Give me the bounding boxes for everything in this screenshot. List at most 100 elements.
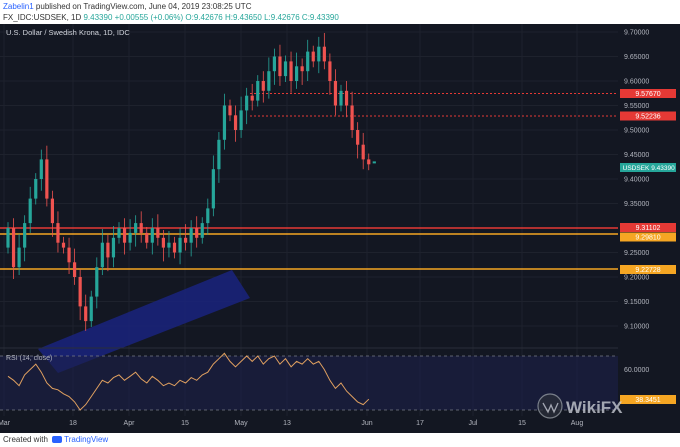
candle-body xyxy=(189,228,193,243)
candle-body xyxy=(211,169,215,209)
time-tick: Aug xyxy=(571,420,584,427)
price-label-952236: 9.52236 xyxy=(635,114,660,121)
candle-body xyxy=(239,110,243,130)
candle-body xyxy=(39,159,43,179)
candle-body xyxy=(161,237,165,248)
candle-body xyxy=(289,61,293,81)
ohlc-values: O:9.42676 H:9.43650 L:9.42676 C:9.43390 xyxy=(185,13,339,22)
candle-body xyxy=(367,159,371,165)
symbol-tag: USDSEK xyxy=(623,165,650,172)
symbol-line: FX_IDC:USDSEK, 1D 9.43390 +0.00555 (+0.0… xyxy=(3,13,339,22)
price-tick: 9.55000 xyxy=(624,103,649,110)
symbol-price: 9.43390 xyxy=(651,165,675,172)
candle-body xyxy=(311,51,315,62)
price-label-952236-bg xyxy=(620,111,676,121)
price-tick: 9.40000 xyxy=(624,177,649,184)
candle-body xyxy=(306,51,310,72)
price-tick: 9.70000 xyxy=(624,30,649,37)
candle-body xyxy=(67,247,71,263)
candle-body xyxy=(84,306,88,322)
candle-body xyxy=(139,223,143,233)
price-tick: 9.25000 xyxy=(624,250,649,257)
candle-body xyxy=(178,237,182,253)
candle-body xyxy=(245,95,249,111)
price-tick: 9.50000 xyxy=(624,128,649,135)
candle-body xyxy=(283,61,288,77)
candle-body xyxy=(6,228,10,248)
candle-body xyxy=(361,144,365,160)
candle-body xyxy=(278,56,282,77)
candle-body-last xyxy=(372,161,376,164)
candle-body xyxy=(272,56,276,72)
candles xyxy=(6,32,376,331)
candle-body xyxy=(184,237,188,243)
candle-body xyxy=(150,228,154,243)
candle-body xyxy=(217,139,221,170)
candle-body xyxy=(295,66,299,81)
candle-body xyxy=(222,105,227,140)
candle-body xyxy=(195,228,199,238)
price-change: +0.00555 (+0.06%) xyxy=(114,13,184,22)
time-tick: Mar xyxy=(0,420,11,427)
tradingview-link[interactable]: TradingView xyxy=(64,435,109,444)
candle-body xyxy=(300,66,304,72)
grid-lines xyxy=(0,24,618,416)
watermark-w-icon xyxy=(542,402,559,414)
candle-body xyxy=(206,208,210,224)
candle-body xyxy=(11,228,16,268)
candle-body xyxy=(317,46,321,62)
created-with: Created with TradingView xyxy=(3,435,108,444)
watermark: WikiFX xyxy=(537,393,623,419)
candle-body xyxy=(200,223,204,238)
price-tick: 9.65000 xyxy=(624,54,649,61)
rsi-tick-60: 60.0000 xyxy=(624,367,649,374)
candle-body xyxy=(73,262,77,277)
last-price: 9.43390 xyxy=(83,13,113,22)
candle-body xyxy=(78,277,82,307)
candle-body xyxy=(134,223,138,233)
watermark-text: WikiFX xyxy=(566,398,623,417)
created-with-label: Created with xyxy=(3,435,48,444)
channel-band xyxy=(38,270,250,373)
price-label-922728-bg xyxy=(620,265,676,274)
candle-body xyxy=(333,81,338,106)
time-tick: 13 xyxy=(283,420,291,427)
candle-body xyxy=(56,223,60,243)
price-label-957670: 9.57670 xyxy=(635,91,660,98)
candle-body xyxy=(145,232,149,243)
price-label-931102: 9.31102 xyxy=(636,225,661,232)
publish-text: published on TradingView.com, June 04, 2… xyxy=(35,2,252,11)
candle-body xyxy=(17,247,21,268)
candle-body xyxy=(267,71,271,91)
candle-body xyxy=(228,105,232,116)
price-label-929810: 9.29810 xyxy=(635,235,660,242)
chart-title: U.S. Dollar / Swedish Krona, 1D, IDC xyxy=(6,28,130,37)
candle-body xyxy=(344,90,349,106)
candle-body xyxy=(250,95,254,101)
chart-canvas[interactable]: RSI (14, close) 9.70000 9.65000 9.60000 9.5… xyxy=(0,24,680,433)
price-label-957670-bg xyxy=(620,89,676,98)
candle-body xyxy=(167,242,171,248)
candle-body xyxy=(128,232,132,243)
candle-body xyxy=(172,242,177,253)
chart-area[interactable]: RSI (14, close) 9.70000 9.65000 9.60000 9.5… xyxy=(0,24,680,433)
price-axis[interactable]: 9.70000 9.65000 9.60000 9.55000 9.50000 9.450… xyxy=(624,30,649,331)
candle-body xyxy=(95,267,99,297)
candle-body xyxy=(111,237,116,258)
candle-body xyxy=(122,228,127,243)
rsi-line xyxy=(7,352,370,411)
time-tick: 18 xyxy=(69,420,77,427)
author-link[interactable]: Zabelin1 xyxy=(3,2,34,11)
time-tick: 17 xyxy=(416,420,424,427)
rsi-value-tag-bg xyxy=(620,395,676,404)
price-tick: 9.60000 xyxy=(624,79,649,86)
time-axis[interactable]: Mar 18 Apr 15 May 13 Jun 17 Jul 15 Aug xyxy=(0,420,583,427)
candle-body xyxy=(261,81,265,91)
symbol-price-tag-bg xyxy=(620,163,676,172)
candle-body xyxy=(350,105,354,130)
price-tick: 9.15000 xyxy=(624,299,649,306)
candle-body xyxy=(28,198,32,224)
top-bar: Zabelin1 published on TradingView.com, J… xyxy=(0,0,680,24)
candle-body xyxy=(322,46,326,62)
price-label-931102-bg xyxy=(620,223,676,232)
